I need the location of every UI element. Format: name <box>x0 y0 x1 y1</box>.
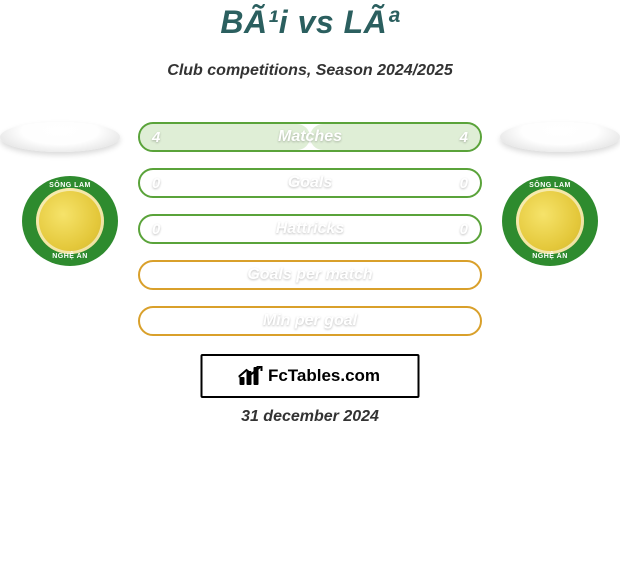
date: 31 december 2024 <box>0 408 620 426</box>
stat-bar: Matches4 4 <box>138 122 482 152</box>
fctables-watermark: FcTables.com <box>201 354 420 398</box>
stat-value-right: 0 <box>460 170 468 196</box>
stat-label: Matches <box>140 124 480 150</box>
stat-value-right: 0 <box>460 216 468 242</box>
stat-label: Goals per match <box>140 262 480 288</box>
watermark-text: FcTables.com <box>268 366 380 386</box>
page-title: BÃ¹i vs LÃª <box>0 4 620 41</box>
stat-bar: Hattricks0 0 <box>138 214 482 244</box>
bar-chart-icon <box>240 367 262 385</box>
stat-bar: Goals0 0 <box>138 168 482 198</box>
badge-text-bottom: NGHỆ AN <box>22 253 118 260</box>
player-placeholder-right <box>500 122 620 152</box>
club-badge-right: SÔNG LAM NGHỆ AN <box>502 176 598 266</box>
player-placeholder-left <box>0 122 120 152</box>
stat-value-right: 4 <box>460 124 468 150</box>
comparison-infographic: BÃ¹i vs LÃª Club competitions, Season 20… <box>0 0 620 580</box>
stat-label: Hattricks <box>140 216 480 242</box>
subtitle: Club competitions, Season 2024/2025 <box>0 62 620 80</box>
stat-value-left: 4 <box>152 124 160 150</box>
badge-text-bottom: NGHỆ AN <box>502 253 598 260</box>
stat-label: Goals <box>140 170 480 196</box>
stat-bars: Matches44Goals00Hattricks00Goals per mat… <box>138 122 482 352</box>
stat-bar: Min per goal <box>138 306 482 336</box>
stat-value-left: 0 <box>152 216 160 242</box>
stat-bar: Goals per match <box>138 260 482 290</box>
stat-label: Min per goal <box>140 308 480 334</box>
stat-value-left: 0 <box>152 170 160 196</box>
club-badge-left: SÔNG LAM NGHỆ AN <box>22 176 118 266</box>
